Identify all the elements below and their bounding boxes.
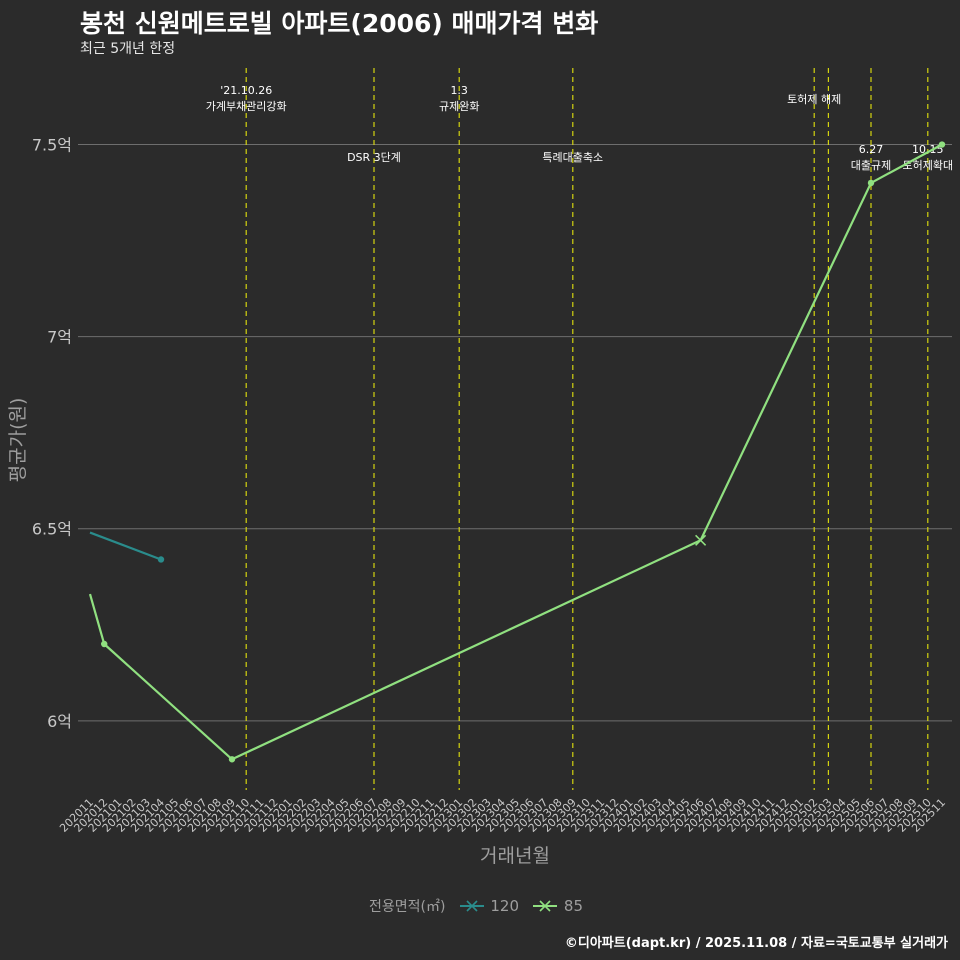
data-point-cross-85	[695, 534, 707, 546]
data-point-85	[867, 179, 875, 187]
legend-label-85: 85	[563, 897, 583, 915]
x-tick-labels: 2020112020122021012021022021032021042021…	[57, 796, 948, 835]
y-tick-label: 6억	[47, 712, 72, 731]
policy-annotation: 토허제 해제	[787, 92, 841, 106]
series-line-85	[88, 143, 943, 761]
legend: 전용면적(㎡) 120 85	[0, 896, 960, 916]
legend-title: 전용면적(㎡)	[369, 899, 446, 915]
series-lines	[88, 141, 946, 763]
policy-annotation: '21.10.26	[220, 84, 272, 97]
policy-annotation: 규제완화	[439, 100, 479, 113]
legend-key-120	[459, 900, 484, 912]
data-point-120	[157, 556, 165, 563]
y-tick-label: 7억	[47, 328, 72, 347]
policy-annotation: 10.15	[912, 143, 944, 156]
policy-annotation: 특례대출축소	[542, 151, 603, 164]
legend-key-85	[533, 900, 558, 912]
policy-annotation: 가계부채관리강화	[206, 100, 287, 113]
policy-annotation: 토허제확대	[902, 159, 953, 172]
policy-lines	[245, 68, 929, 790]
y-tick-label: 7.5억	[32, 136, 72, 155]
grid-lines	[78, 144, 952, 722]
x-axis-title: 거래년월	[480, 845, 550, 867]
policy-annotation: 대출규제	[851, 159, 891, 172]
policy-annotation: 6.27	[859, 143, 884, 156]
legend-label-120: 120	[490, 897, 519, 915]
data-point-85	[228, 756, 236, 763]
data-point-85	[101, 640, 108, 648]
y-axis-title: 평균가(원)	[7, 398, 29, 483]
source-caption: ©디아파트(dapt.kr) / 2025.11.08 / 자료=국토교통부 실…	[564, 936, 948, 951]
policy-annotation: DSR 3단계	[347, 151, 401, 164]
policy-annotation: 1.3	[450, 84, 468, 97]
y-tick-label: 6.5억	[32, 520, 72, 539]
chart-subtitle: 최근 5개년 한정	[80, 41, 176, 57]
series-line-120	[89, 531, 162, 561]
chart-title: 봉천 신원메트로빌 아파트(2006) 매매가격 변화	[80, 9, 599, 38]
y-tick-labels: 6억 6.5억 7억 7.5억	[32, 136, 72, 731]
data-point-85	[938, 141, 946, 148]
